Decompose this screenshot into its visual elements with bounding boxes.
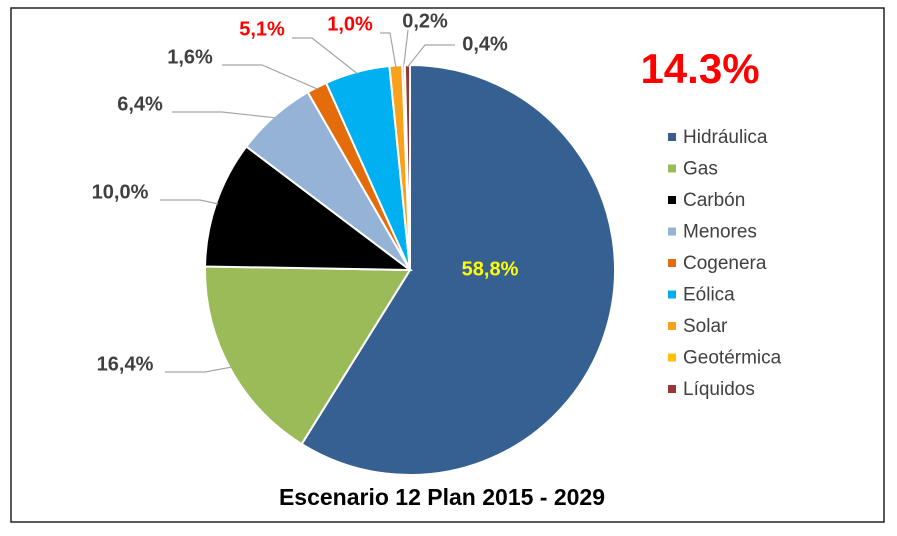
value-label: 0,2%	[402, 10, 448, 32]
chart-title: Escenario 12 Plan 2015 - 2029	[279, 484, 605, 510]
pie-slice	[403, 63, 411, 271]
value-label: 10,0%	[92, 181, 149, 203]
legend-swatch	[668, 196, 676, 204]
legend-swatch	[668, 259, 676, 267]
legend-label: Geotérmica	[683, 348, 782, 369]
value-label: 5,1%	[239, 18, 285, 40]
legend-swatch	[668, 353, 676, 362]
value-label: 58,8%	[462, 258, 519, 280]
legend-swatch	[668, 164, 676, 173]
value-label: 0,4%	[462, 33, 508, 55]
pie-slice	[300, 63, 616, 476]
leader-line	[292, 37, 358, 75]
leader-line	[165, 366, 232, 373]
value-label: 1,6%	[167, 46, 213, 68]
legend-label: Menores	[683, 222, 757, 243]
legend-label: Cogenera	[683, 253, 767, 274]
legend-label: Gas	[683, 159, 718, 180]
legend-swatch	[668, 322, 676, 330]
legend-swatch	[668, 385, 676, 393]
legend-label: Carbón	[683, 190, 745, 211]
value-label: 16,4%	[97, 353, 154, 375]
legend-label: Líquidos	[683, 379, 755, 400]
pie-slice	[204, 265, 412, 446]
leader-line	[380, 32, 397, 68]
leader-line	[160, 199, 219, 205]
leader-line	[172, 111, 276, 119]
value-label: 6,4%	[117, 93, 163, 115]
leader-line	[406, 44, 455, 68]
legend-label: Eólica	[683, 285, 735, 306]
legend-swatch	[668, 227, 676, 236]
value-label: 1,0%	[327, 13, 373, 35]
legend-swatch	[668, 133, 676, 141]
leader-line	[403, 29, 409, 68]
legend-label: Solar	[683, 316, 728, 337]
legend-swatch	[668, 290, 676, 299]
leader-line	[222, 64, 318, 90]
legend-label: Hidráulica	[683, 127, 768, 148]
annotation: 14.3%	[640, 45, 759, 92]
